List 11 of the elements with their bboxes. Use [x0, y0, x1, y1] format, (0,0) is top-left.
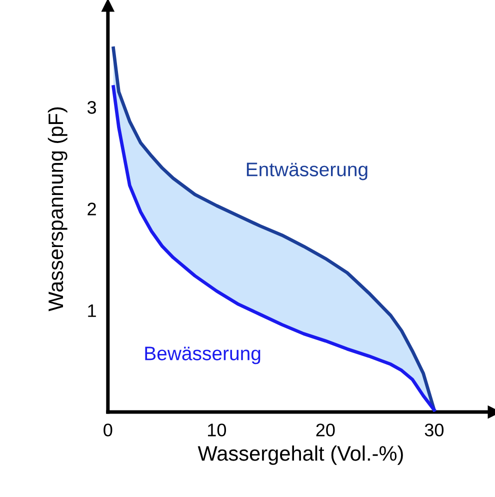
x-tick-label: 20	[316, 424, 335, 436]
y-tick-label: 1	[88, 304, 96, 317]
series-label: Entwässerung	[246, 162, 368, 180]
series-label: Bewässerung	[145, 346, 260, 364]
x-tick-label: 30	[424, 424, 444, 436]
y-tick-label: 3	[87, 101, 96, 114]
x-tick-label: 0	[104, 424, 112, 436]
x-axis-title: Wassergehalt (Vol.-%)	[198, 446, 403, 465]
x-tick-label: 10	[208, 424, 226, 436]
y-tick-label: 2	[88, 202, 96, 216]
y-axis-title: Wasserspannung (pF)	[48, 107, 68, 312]
